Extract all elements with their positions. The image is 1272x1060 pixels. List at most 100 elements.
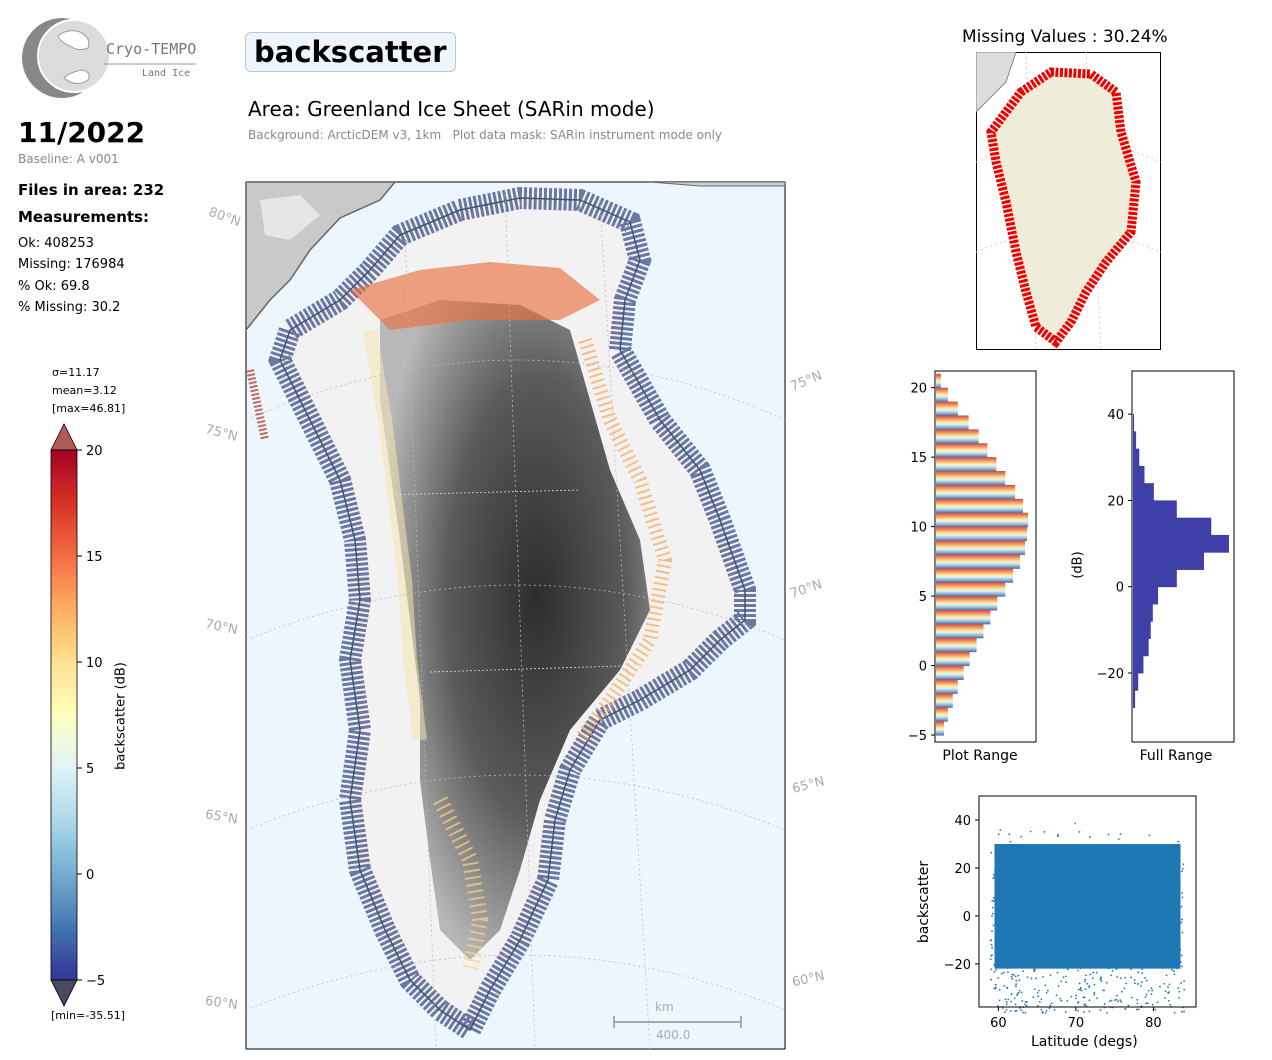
scatter-point — [1091, 942, 1093, 945]
plot-range-bar — [936, 540, 1026, 555]
scatter-point — [997, 884, 1000, 887]
scatter-point — [1120, 895, 1123, 898]
scatter-point — [1126, 905, 1129, 908]
scatter-point — [1137, 938, 1140, 941]
scatter-point — [1119, 907, 1121, 910]
scatter-point — [1089, 973, 1092, 976]
scatter-point — [1100, 976, 1102, 979]
stat-pct-ok: % Ok: 69.8 — [18, 279, 90, 294]
scatter-point — [1102, 939, 1105, 942]
scatter-point — [1145, 993, 1148, 996]
scatter-point — [1079, 986, 1082, 989]
scatter-point — [1122, 945, 1125, 948]
scatter-point — [1058, 907, 1061, 909]
scatter-point — [1078, 982, 1081, 985]
scatter-point — [996, 945, 999, 948]
scatter-point — [1181, 931, 1184, 934]
scatter-point — [994, 899, 997, 901]
scatter-point — [1087, 895, 1090, 897]
scatter-point — [991, 906, 994, 909]
scatter-point — [999, 906, 1002, 909]
scatter-point — [1067, 891, 1070, 894]
scatter-point — [1088, 1010, 1091, 1013]
scatter-point — [1024, 1011, 1027, 1014]
plot-range-ytick-label: −5 — [908, 729, 927, 744]
scatter-point — [1105, 981, 1108, 984]
scatter-point — [992, 900, 995, 902]
scatter-point — [1053, 1008, 1056, 1011]
plot-range-bar — [936, 582, 1006, 597]
scatter-point — [1074, 930, 1076, 932]
scatter-point — [1088, 999, 1091, 1002]
scatter-point — [1172, 970, 1175, 973]
scatter-point — [1125, 918, 1127, 921]
scatter-point — [1002, 859, 1005, 862]
scatter-point — [990, 939, 993, 942]
scatter-point — [1075, 994, 1077, 997]
scatter-point — [1095, 878, 1098, 881]
scatter-point — [1029, 830, 1032, 833]
scatter-point — [1175, 883, 1178, 886]
north-red-zone — [350, 262, 600, 330]
scatter-point — [1177, 987, 1180, 990]
scatter-point — [1182, 863, 1185, 866]
scatter-point — [1143, 875, 1146, 878]
scatter-point — [1023, 1003, 1026, 1006]
scatter-point — [1007, 948, 1010, 951]
scatter-point — [1138, 865, 1141, 867]
scatter-point — [1169, 938, 1172, 941]
scatter-point — [1183, 1010, 1186, 1013]
scatter-point — [1074, 953, 1077, 955]
scatter-point — [1158, 927, 1161, 930]
scatter-point — [1137, 1008, 1140, 1011]
scatter-point — [1106, 965, 1109, 967]
full-range-bar — [1133, 655, 1144, 674]
scatter-point — [1165, 920, 1168, 923]
scatter-point — [1134, 907, 1137, 910]
scatter-point — [1032, 996, 1035, 999]
scatter-point — [1044, 984, 1047, 987]
scatter-point — [1093, 942, 1096, 945]
scatter-point — [1091, 977, 1094, 980]
scatter-point — [1056, 868, 1058, 871]
scatter-point — [1026, 976, 1029, 979]
scatter-point — [989, 958, 992, 961]
scatter-point — [1095, 906, 1097, 908]
scatter-point — [1126, 953, 1129, 956]
scatter-point — [1181, 896, 1184, 899]
scatter-point — [1050, 1002, 1053, 1005]
scatter-point — [1035, 922, 1038, 925]
scatter-point — [1039, 937, 1042, 939]
scatter-point — [1174, 916, 1177, 919]
scatter-point — [1077, 969, 1079, 972]
scatter-point — [1087, 931, 1090, 934]
colorbar-tick-label: 5 — [86, 762, 94, 777]
scatter-point — [1117, 838, 1120, 841]
scatter-point — [1121, 934, 1124, 937]
plot-range-bar — [936, 498, 1024, 514]
full-range-bar — [1133, 483, 1154, 501]
scatter-point — [1021, 882, 1024, 885]
full-range-ytick-label: 20 — [1107, 494, 1124, 509]
scatter-point — [1096, 997, 1098, 1000]
scatter-point — [1007, 944, 1010, 947]
scatter-point — [1116, 917, 1119, 920]
scatter-point — [1136, 908, 1139, 911]
scatter-point — [1070, 906, 1073, 909]
scatter-point — [1090, 911, 1093, 914]
scatter-point — [1025, 866, 1027, 869]
scatter-point — [1012, 898, 1015, 901]
scatter-ytick-label: −20 — [944, 958, 971, 973]
scatter-point — [1119, 977, 1122, 980]
scatter-point — [1121, 874, 1124, 877]
scatter-point — [1160, 895, 1162, 897]
scatter-point — [1004, 1011, 1006, 1014]
stat-missing: Missing: 176984 — [18, 257, 125, 272]
scatter-point — [1148, 948, 1151, 951]
scatter-point — [1140, 878, 1142, 880]
scatter-point — [1074, 947, 1077, 950]
scatter-point — [1123, 987, 1126, 990]
scatter-point — [1091, 881, 1093, 884]
scatter-point — [1127, 925, 1129, 927]
scatter-point — [1077, 1001, 1080, 1003]
